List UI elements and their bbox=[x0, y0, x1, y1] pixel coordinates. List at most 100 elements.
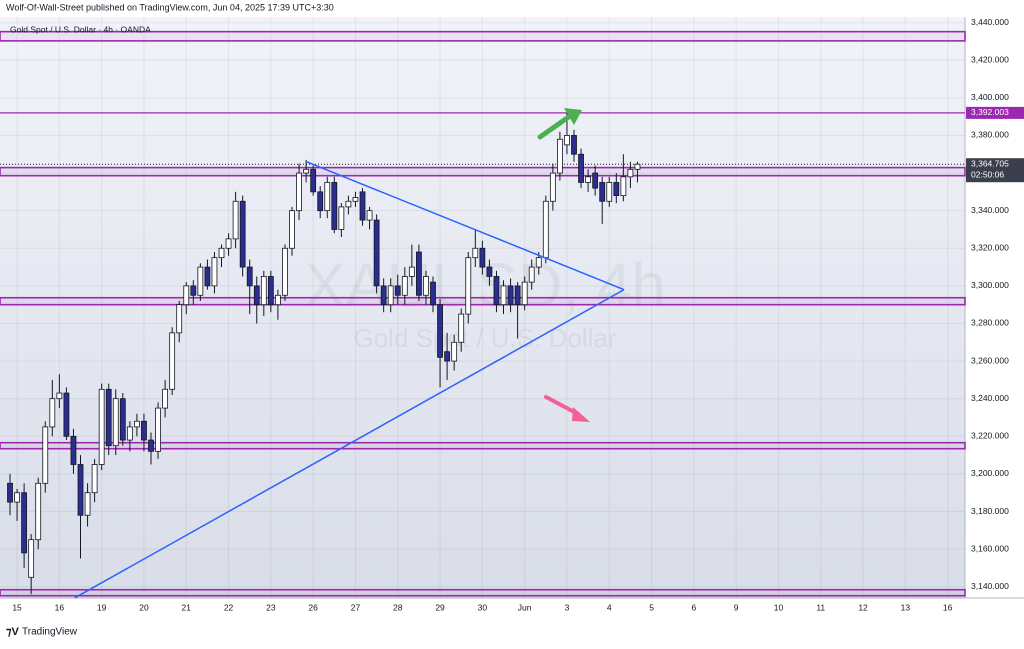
x-tick-label: 23 bbox=[266, 602, 276, 612]
candle-body bbox=[408, 266, 415, 277]
candle-body bbox=[63, 392, 70, 437]
candle-body bbox=[373, 219, 380, 287]
plot-background bbox=[0, 17, 965, 598]
candle-body bbox=[91, 464, 98, 494]
y-tick-label: 3,240.000 bbox=[971, 393, 1009, 403]
y-tick-label: 3,200.000 bbox=[971, 468, 1009, 478]
candle-body bbox=[585, 176, 592, 183]
candle-body bbox=[599, 182, 606, 202]
x-tick-label: 13 bbox=[901, 602, 911, 612]
candle-body bbox=[387, 285, 394, 306]
x-tick-label: 12 bbox=[858, 602, 868, 612]
candle-body bbox=[49, 398, 56, 428]
candle-body bbox=[42, 426, 49, 484]
candle-body bbox=[430, 281, 436, 306]
candle-body bbox=[35, 482, 42, 541]
x-tick-label: Jun bbox=[518, 602, 532, 612]
level-tag bbox=[966, 106, 1024, 119]
x-tick-label: 22 bbox=[224, 602, 234, 612]
candle-body bbox=[592, 172, 599, 189]
candle-body bbox=[331, 182, 338, 230]
candle-body bbox=[606, 182, 613, 202]
green-arrow bbox=[537, 108, 582, 140]
y-tick-label: 3,340.000 bbox=[971, 205, 1009, 215]
x-tick-label: 30 bbox=[478, 602, 488, 612]
candle-body bbox=[472, 247, 479, 259]
candle-body bbox=[338, 206, 345, 230]
candle-body bbox=[465, 257, 472, 315]
candle-body bbox=[119, 398, 126, 441]
candle-body bbox=[260, 276, 267, 306]
candle-body bbox=[98, 388, 105, 465]
candle-body bbox=[451, 341, 458, 362]
candle-body bbox=[359, 191, 366, 221]
candle-body bbox=[197, 266, 204, 296]
candle-body bbox=[211, 257, 218, 287]
candle-body bbox=[296, 172, 302, 212]
candle-body bbox=[56, 392, 63, 400]
y-tick-label: 3,420.000 bbox=[971, 54, 1009, 64]
candle-body bbox=[542, 200, 549, 259]
candle-body bbox=[134, 420, 140, 428]
x-tick-label: 20 bbox=[139, 602, 149, 612]
candle-body bbox=[514, 285, 521, 306]
candle-body bbox=[148, 439, 154, 452]
zone bbox=[0, 588, 966, 597]
candle-body bbox=[507, 285, 514, 306]
candle-body bbox=[176, 304, 183, 334]
y-tick-label: 3,280.000 bbox=[971, 318, 1009, 328]
x-tick-label: 16 bbox=[55, 602, 65, 612]
candle-body bbox=[190, 285, 197, 296]
x-tick-label: 15 bbox=[12, 602, 22, 612]
candle-body bbox=[479, 247, 486, 268]
candle-body bbox=[437, 304, 443, 358]
candle-body bbox=[310, 168, 317, 193]
candle-body bbox=[218, 247, 225, 259]
x-tick-label: 29 bbox=[435, 602, 445, 612]
last-price-label: 3,364.705 bbox=[971, 158, 1009, 168]
x-tick-label: 11 bbox=[816, 602, 825, 612]
y-tick-label: 3,440.000 bbox=[971, 17, 1009, 27]
candle-body bbox=[155, 407, 161, 452]
candle-body bbox=[232, 200, 239, 240]
watermark-subtitle: Gold Spot / U.S. Dollar bbox=[354, 323, 617, 353]
countdown-label: 02:50:06 bbox=[971, 169, 1004, 179]
x-tick-label: 21 bbox=[182, 602, 192, 612]
candle-body bbox=[246, 266, 253, 287]
candle-body bbox=[521, 281, 528, 306]
x-tick-label: 19 bbox=[97, 602, 107, 612]
x-tick-label: 26 bbox=[308, 602, 318, 612]
y-tick-label: 3,260.000 bbox=[971, 355, 1009, 365]
candle-body bbox=[162, 388, 169, 409]
candle-body bbox=[7, 482, 13, 503]
trendline bbox=[74, 288, 625, 599]
candle-body bbox=[394, 285, 401, 296]
drawings bbox=[537, 108, 590, 422]
candle-body bbox=[528, 266, 535, 283]
x-tick-label: 27 bbox=[351, 602, 361, 612]
y-tick-label: 3,300.000 bbox=[971, 280, 1009, 290]
candle-body bbox=[571, 135, 577, 155]
zone bbox=[0, 441, 966, 450]
zone bbox=[0, 166, 966, 177]
candle-body bbox=[493, 276, 500, 306]
axes: 3,140.000 3,160.000 3,180.000 3,200.000 3,22… bbox=[12, 17, 1024, 612]
candle-body bbox=[112, 398, 119, 447]
x-tick-label: 9 bbox=[734, 602, 739, 612]
candle-body bbox=[578, 153, 584, 183]
candle-body bbox=[141, 420, 147, 441]
y-tick-label: 3,380.000 bbox=[971, 130, 1009, 140]
candle-body bbox=[564, 135, 570, 146]
x-tick-label: 16 bbox=[943, 602, 953, 612]
zone bbox=[0, 296, 966, 306]
candle-body bbox=[225, 238, 232, 249]
candle-body bbox=[282, 247, 288, 296]
candle-body bbox=[105, 388, 112, 447]
candle-body bbox=[352, 197, 359, 202]
footer-text: TradingView bbox=[22, 627, 78, 638]
candle-body bbox=[380, 285, 387, 306]
candle-body bbox=[444, 351, 451, 362]
candle-body bbox=[21, 492, 28, 554]
footer-logo: ⁊V bbox=[6, 626, 19, 638]
x-tick-label: 4 bbox=[607, 602, 612, 612]
